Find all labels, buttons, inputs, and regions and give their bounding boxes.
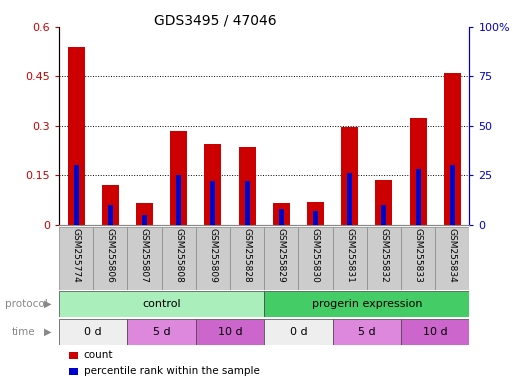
Bar (279, 209, 284, 225)
Bar (162, 227, 196, 290)
Bar (409, 118, 427, 225)
Text: time: time (11, 327, 35, 337)
Bar (93, 227, 127, 290)
Bar (264, 291, 469, 317)
Bar (59, 227, 93, 290)
Text: 5 d: 5 d (153, 327, 170, 337)
Bar (313, 211, 318, 225)
Text: GSM255774: GSM255774 (72, 228, 81, 283)
Bar (416, 169, 421, 225)
Bar (196, 319, 264, 345)
Bar (332, 319, 401, 345)
Bar (245, 181, 250, 225)
Bar (102, 185, 119, 225)
Bar (347, 173, 352, 225)
Text: protocol: protocol (5, 299, 48, 309)
Bar (196, 227, 230, 290)
Bar (435, 227, 469, 290)
Bar (341, 127, 358, 225)
Bar (170, 131, 187, 225)
Bar (59, 291, 264, 317)
Text: progerin expression: progerin expression (311, 299, 422, 309)
Bar (367, 227, 401, 290)
Text: 0 d: 0 d (84, 327, 102, 337)
Bar (68, 46, 85, 225)
Bar (307, 202, 324, 225)
Text: ▶: ▶ (44, 299, 51, 309)
Text: GSM255807: GSM255807 (140, 228, 149, 283)
Text: ▶: ▶ (44, 327, 51, 337)
Text: 0 d: 0 d (289, 327, 307, 337)
Bar (444, 73, 461, 225)
Bar (376, 180, 392, 225)
Bar (381, 205, 386, 225)
Text: count: count (84, 350, 113, 360)
Bar (401, 319, 469, 345)
Text: GSM255832: GSM255832 (380, 228, 388, 283)
Text: GSM255809: GSM255809 (208, 228, 218, 283)
Bar (230, 227, 264, 290)
Bar (127, 227, 162, 290)
Bar (136, 203, 153, 225)
Text: GSM255833: GSM255833 (413, 228, 423, 283)
Text: control: control (142, 299, 181, 309)
Text: GSM255828: GSM255828 (243, 228, 251, 283)
Bar (176, 175, 181, 225)
Bar (273, 203, 290, 225)
Bar (127, 319, 196, 345)
Text: 10 d: 10 d (423, 327, 447, 337)
Text: GDS3495 / 47046: GDS3495 / 47046 (153, 13, 277, 27)
Text: GSM255830: GSM255830 (311, 228, 320, 283)
Bar (73, 166, 78, 225)
Bar (401, 227, 435, 290)
Bar (299, 227, 332, 290)
Bar (239, 147, 255, 225)
Bar (450, 166, 455, 225)
Text: GSM255831: GSM255831 (345, 228, 354, 283)
Bar (264, 227, 299, 290)
Text: GSM255806: GSM255806 (106, 228, 115, 283)
Text: 5 d: 5 d (358, 327, 376, 337)
Text: 10 d: 10 d (218, 327, 242, 337)
Text: GSM255808: GSM255808 (174, 228, 183, 283)
Bar (332, 227, 367, 290)
Bar (142, 215, 147, 225)
Text: percentile rank within the sample: percentile rank within the sample (84, 366, 260, 376)
Text: GSM255834: GSM255834 (448, 228, 457, 283)
Bar (59, 319, 127, 345)
Bar (210, 181, 215, 225)
Bar (108, 205, 113, 225)
Bar (204, 144, 222, 225)
Text: GSM255829: GSM255829 (277, 228, 286, 283)
Bar (264, 319, 332, 345)
